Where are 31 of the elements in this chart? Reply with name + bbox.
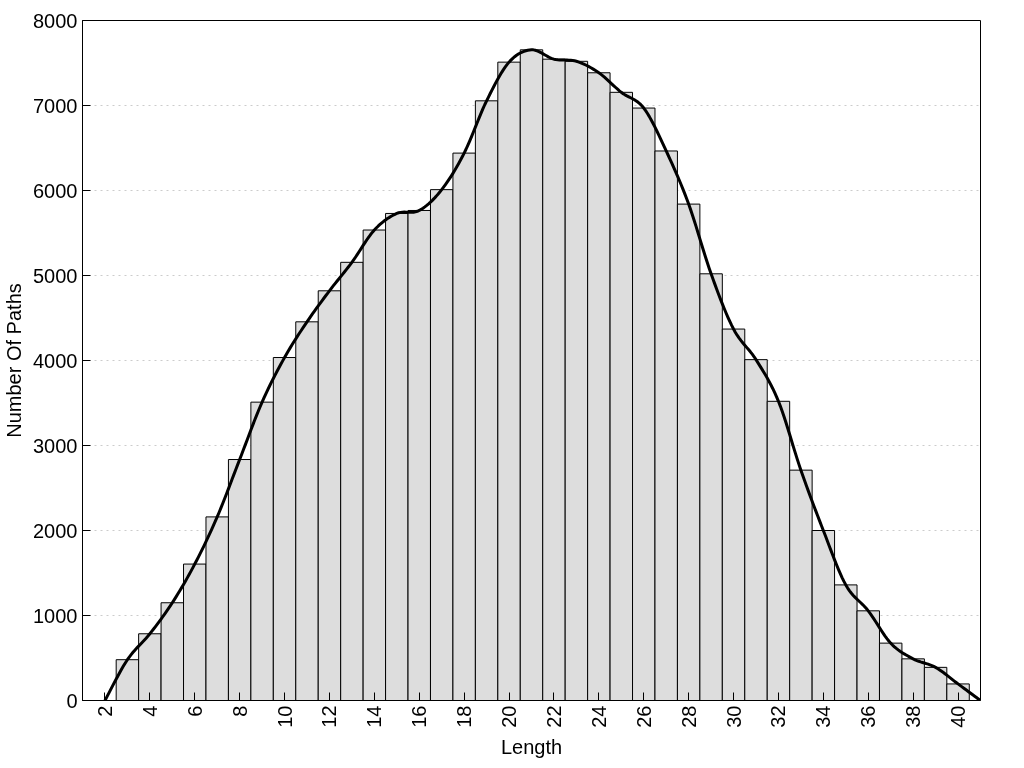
x-tick-label: 2: [93, 705, 116, 717]
y-tick-label: 2000: [33, 519, 78, 542]
x-axis-title: Length: [500, 735, 563, 758]
x-tick-label: 12: [318, 705, 341, 728]
x-tick-label: 28: [677, 705, 700, 728]
y-axis-title: Number Of Paths: [3, 283, 26, 438]
x-tick-label: 24: [587, 705, 610, 728]
x-tick-label: 18: [453, 705, 476, 728]
y-tick-label: 7000: [33, 94, 78, 117]
x-tick-label: 38: [902, 705, 925, 728]
x-tick-label: 26: [632, 705, 655, 728]
y-tick-label: 1000: [33, 604, 78, 627]
x-tick-label: 36: [857, 705, 880, 728]
x-tick-label: 4: [138, 705, 161, 717]
x-tick-label: 16: [408, 705, 431, 728]
y-tick-label: 4000: [33, 349, 78, 372]
x-tick-label: 40: [947, 705, 970, 728]
x-tick-label: 32: [767, 705, 790, 728]
x-tick-label: 14: [363, 705, 386, 728]
x-tick-label: 22: [542, 705, 565, 728]
x-tick-label: 10: [273, 705, 296, 728]
y-tick-label: 5000: [33, 264, 78, 287]
y-tick-label: 6000: [33, 179, 78, 202]
x-tick-label: 20: [498, 705, 521, 728]
x-tick-label: 30: [722, 705, 745, 728]
x-tick-label: 34: [812, 705, 835, 728]
y-tick-label: 3000: [33, 434, 78, 457]
y-tick-label: 0: [66, 689, 78, 712]
x-tick-label: 6: [183, 705, 206, 717]
y-tick-label: 8000: [33, 9, 78, 32]
x-tick-label: 8: [228, 705, 251, 717]
